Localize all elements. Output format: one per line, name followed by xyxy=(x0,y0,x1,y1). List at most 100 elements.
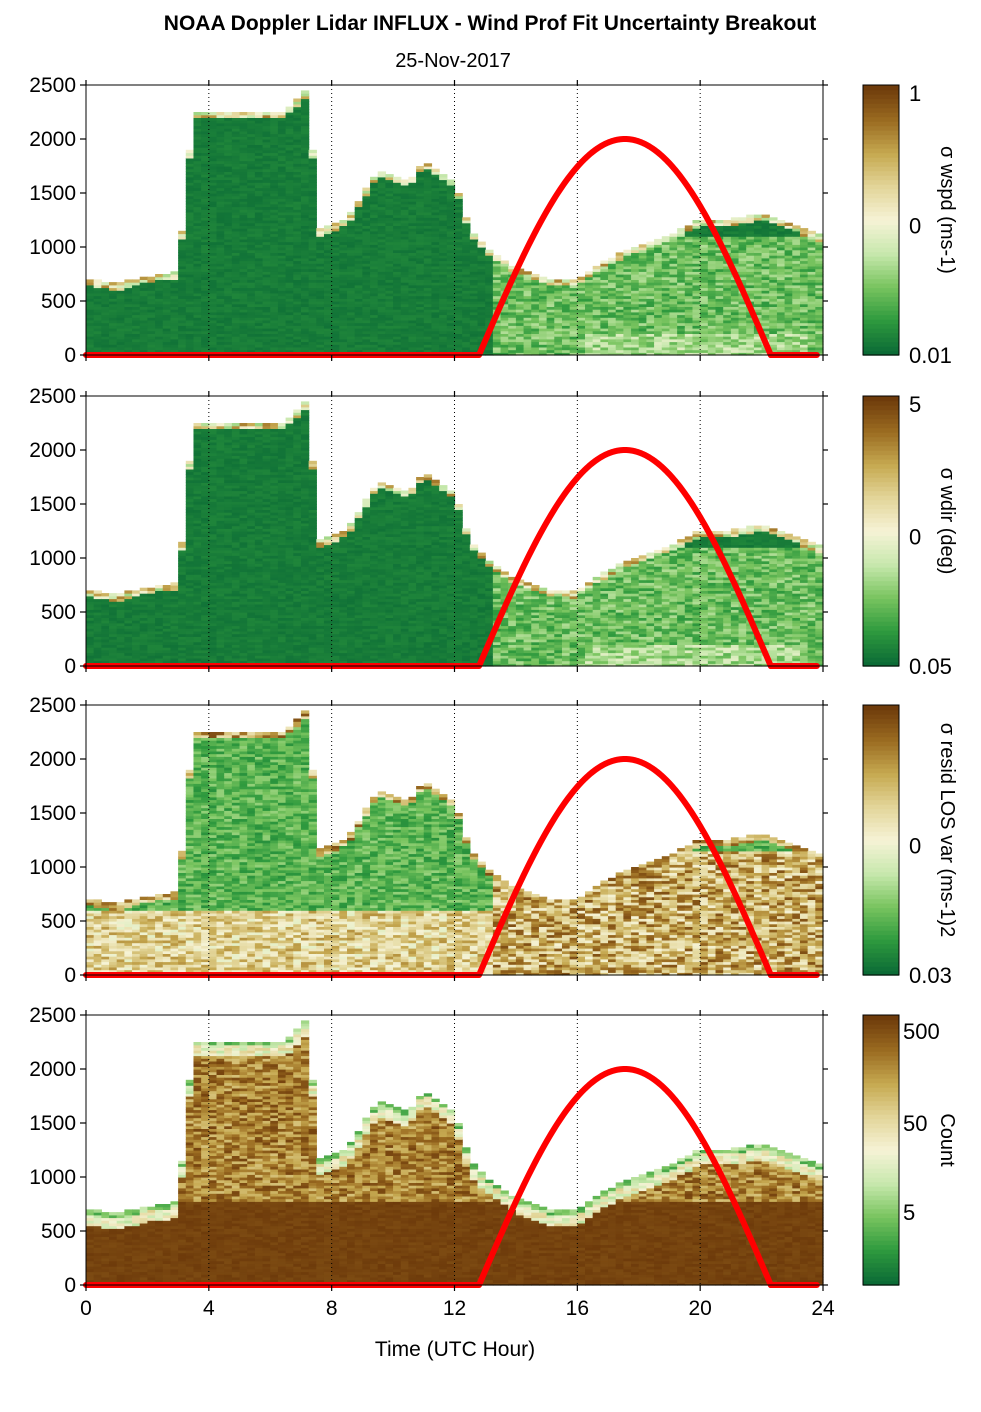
heatmap-cell xyxy=(139,290,149,294)
heatmap-cell xyxy=(216,303,225,307)
heatmap-cell xyxy=(370,187,379,191)
heatmap-cell xyxy=(339,349,348,353)
heatmap-cell xyxy=(116,301,125,305)
heatmap-cell xyxy=(93,279,102,283)
heatmap-cell xyxy=(746,214,755,218)
heatmap-cell xyxy=(347,225,356,229)
heatmap-cell xyxy=(224,198,233,202)
heatmap-cell xyxy=(300,236,310,240)
heatmap-cell xyxy=(109,338,118,343)
heatmap-cell xyxy=(216,322,225,326)
heatmap-cell xyxy=(362,287,371,291)
heatmap-cell xyxy=(339,325,348,329)
heatmap-cell xyxy=(193,287,202,291)
heatmap-cell xyxy=(178,309,187,313)
heatmap-cell xyxy=(316,271,325,275)
heatmap-cell xyxy=(293,325,302,329)
heatmap-cell xyxy=(124,303,133,307)
heatmap-cell xyxy=(116,292,125,297)
heatmap-cell xyxy=(377,238,387,243)
heatmap-cell xyxy=(347,287,356,291)
heatmap-cell xyxy=(370,271,379,275)
heatmap-cell xyxy=(300,201,310,205)
heatmap-cell xyxy=(270,268,279,272)
heatmap-cell xyxy=(377,230,387,235)
heatmap-cell xyxy=(216,182,225,186)
heatmap-cell xyxy=(293,328,302,332)
heatmap-cell xyxy=(316,257,325,262)
heatmap-cell xyxy=(285,206,294,210)
heatmap-cell xyxy=(799,228,809,232)
heatmap-cell xyxy=(370,287,379,291)
heatmap-cell xyxy=(132,298,141,302)
heatmap-cell xyxy=(185,314,195,318)
heatmap-cell xyxy=(178,271,187,275)
heatmap-cell xyxy=(124,322,133,326)
heatmap-cell xyxy=(277,168,287,172)
heatmap-cell xyxy=(377,295,387,299)
heatmap-cell xyxy=(254,214,264,218)
heatmap-cell xyxy=(193,144,202,148)
heatmap-cell xyxy=(208,309,218,313)
heatmap-cell xyxy=(86,322,95,326)
heatmap-cell xyxy=(155,274,164,278)
heatmap-cell xyxy=(231,241,241,245)
heatmap-cell xyxy=(247,328,256,332)
heatmap-cell xyxy=(354,290,363,294)
heatmap-cell xyxy=(208,206,218,210)
heatmap-cell xyxy=(224,171,233,175)
heatmap-cell xyxy=(216,265,225,270)
heatmap-cell xyxy=(262,214,271,218)
heatmap-cell xyxy=(323,338,333,343)
heatmap-cell xyxy=(155,338,164,343)
heatmap-cell xyxy=(193,120,202,124)
heatmap-cell xyxy=(208,252,218,256)
heatmap-cell xyxy=(224,166,233,170)
heatmap-cell xyxy=(147,284,156,289)
heatmap-cell xyxy=(178,241,187,245)
heatmap-cell xyxy=(86,311,95,316)
heatmap-cell xyxy=(208,344,218,348)
heatmap-cell xyxy=(170,314,179,318)
heatmap-cell xyxy=(193,309,202,313)
heatmap-cell xyxy=(331,271,340,275)
heatmap-cell xyxy=(323,260,333,264)
heatmap-cell xyxy=(277,214,287,218)
heatmap-cell xyxy=(231,174,241,178)
heatmap-cell xyxy=(109,295,118,299)
heatmap-cell xyxy=(308,301,317,305)
heatmap-cell xyxy=(101,287,110,291)
heatmap-cell xyxy=(254,317,264,321)
heatmap-cell xyxy=(216,298,225,302)
heatmap-cell xyxy=(208,133,218,137)
heatmap-cell xyxy=(316,287,325,291)
heatmap-cell xyxy=(347,328,356,332)
heatmap-cell xyxy=(231,168,241,172)
heatmap-cell xyxy=(308,222,317,226)
heatmap-cell xyxy=(277,317,287,321)
heatmap-cell xyxy=(185,179,195,183)
heatmap-cell xyxy=(270,217,279,221)
heatmap-cell xyxy=(285,117,294,121)
heatmap-cell xyxy=(300,303,310,307)
heatmap-cell xyxy=(216,184,225,189)
heatmap-cell xyxy=(208,130,218,135)
heatmap-cell xyxy=(216,225,225,229)
heatmap-cell xyxy=(300,314,310,318)
heatmap-cell xyxy=(162,303,172,307)
heatmap-cell xyxy=(316,276,325,280)
heatmap-cell xyxy=(224,295,233,299)
heatmap-cell xyxy=(339,279,348,283)
heatmap-cell xyxy=(254,206,264,210)
heatmap-cell xyxy=(239,133,248,137)
heatmap-cell xyxy=(316,295,325,299)
heatmap-cell xyxy=(224,147,233,151)
heatmap-cell xyxy=(354,276,363,280)
heatmap-cell xyxy=(300,117,310,121)
heatmap-cell xyxy=(293,168,302,172)
heatmap-cell xyxy=(377,184,387,189)
heatmap-cell xyxy=(193,257,202,262)
heatmap-cell xyxy=(247,349,256,353)
heatmap-cell xyxy=(208,141,218,145)
